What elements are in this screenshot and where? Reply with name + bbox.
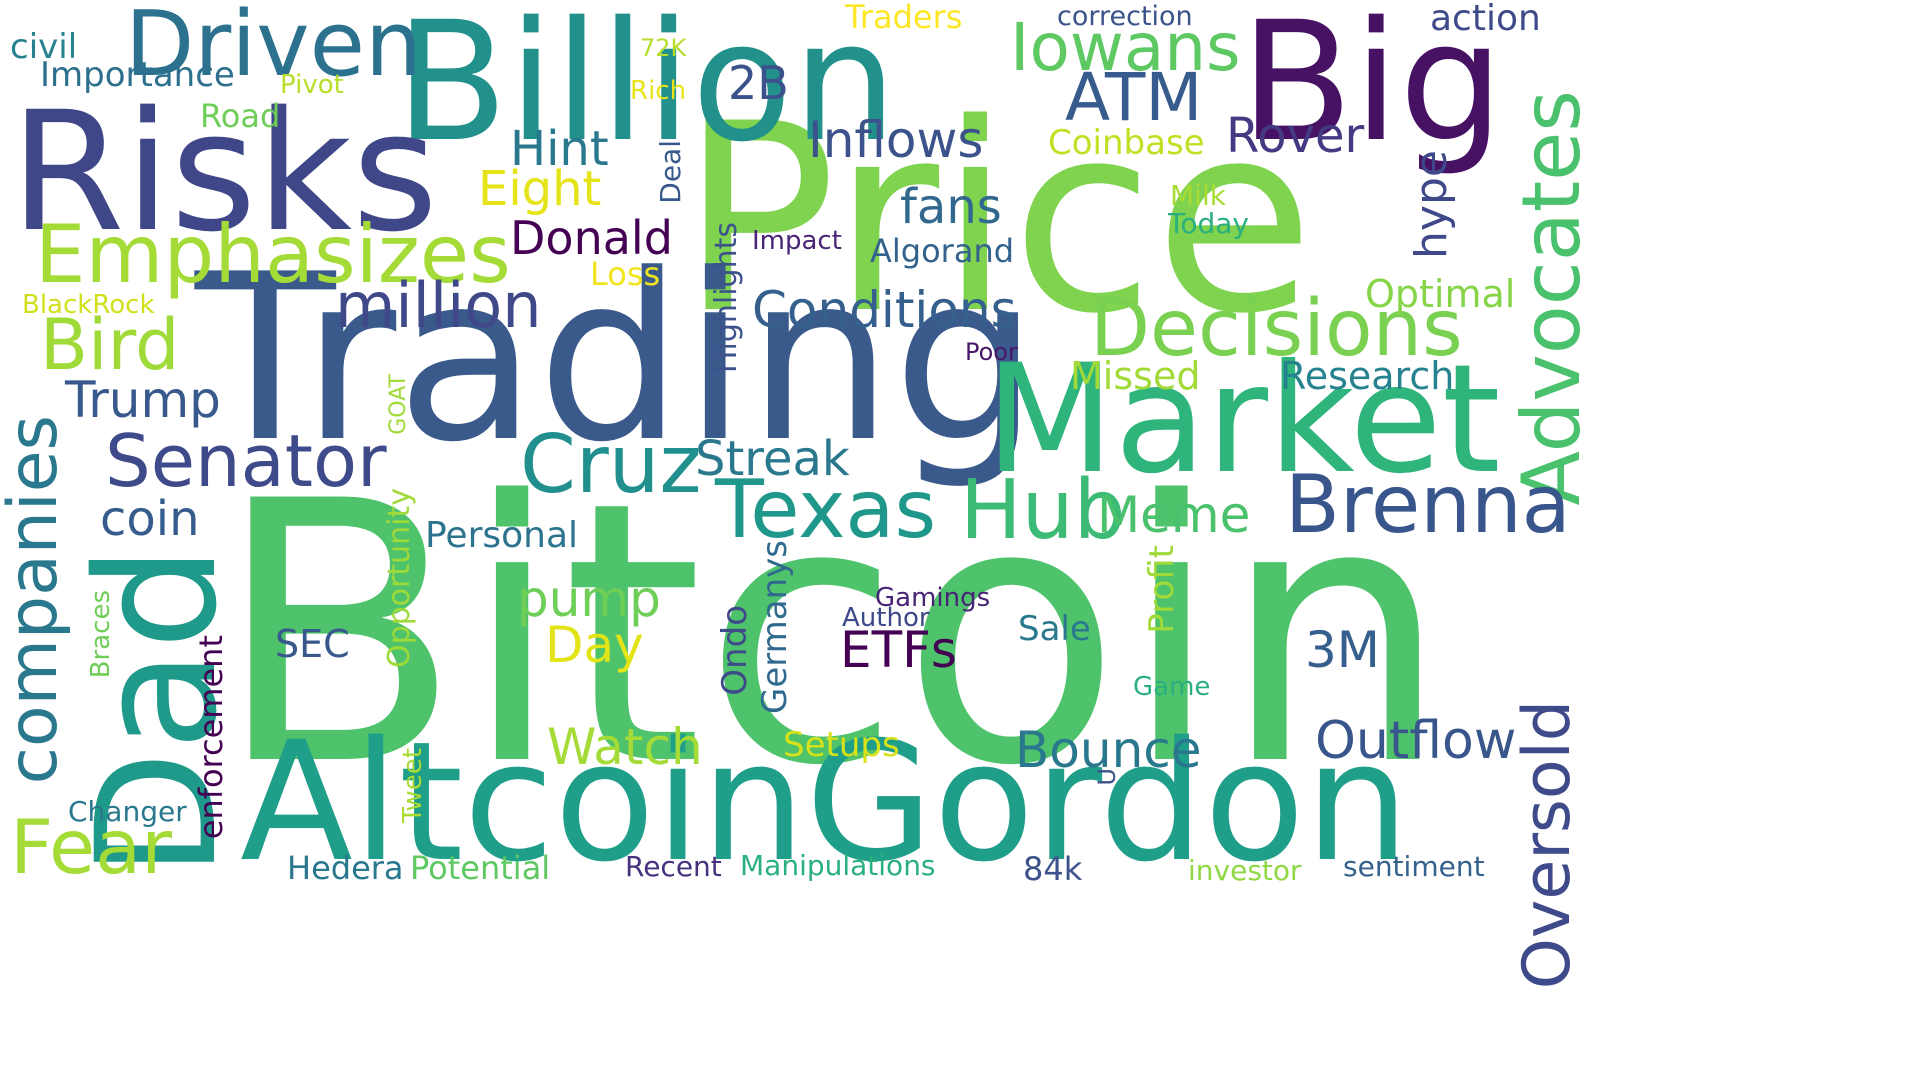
word-u: U <box>1093 768 1121 786</box>
word-algorand: Algorand <box>870 232 1015 270</box>
word-personal: Personal <box>425 515 579 556</box>
word-iowans: Iowans <box>1010 9 1241 86</box>
word-sale: Sale <box>1018 609 1091 649</box>
word-sentiment: sentiment <box>1343 850 1485 883</box>
word-loss: Loss <box>590 255 661 293</box>
word-traders: Traders <box>845 0 963 36</box>
word-manipulations: Manipulations <box>740 849 936 882</box>
word-emphasizes: Emphasizes <box>35 208 511 301</box>
word-action: action <box>1430 0 1541 39</box>
word-conditions: Conditions <box>752 281 1017 339</box>
word-day: Day <box>545 616 644 674</box>
word-watch: Watch <box>547 718 703 776</box>
word-trump: Trump <box>65 371 221 429</box>
word-recent: Recent <box>625 850 722 883</box>
word-ondo: Ondo <box>715 605 755 696</box>
word-profit: Profit <box>1142 545 1182 634</box>
word-market: Market <box>985 333 1501 507</box>
word-oversold: Oversold <box>1510 700 1585 990</box>
word-missed: Missed <box>1070 354 1201 398</box>
word-road: Road <box>200 97 281 135</box>
word-eight: Eight <box>478 161 602 217</box>
word-senator: Senator <box>105 419 387 503</box>
word-bitcoin: Bitcoin <box>215 425 1450 844</box>
word-coinbase: Coinbase <box>1048 123 1205 163</box>
word-investor: investor <box>1188 854 1302 887</box>
word-rover: Rover <box>1226 108 1365 164</box>
word-84k: 84k <box>1023 850 1083 888</box>
word-correction: correction <box>1057 1 1193 32</box>
word-billion: Billion <box>395 0 898 178</box>
word-fear: Fear <box>10 803 172 891</box>
word-research: Research <box>1280 354 1455 398</box>
word-streak: Streak <box>695 431 850 487</box>
word-million: million <box>335 269 542 342</box>
word-gamings: Gamings <box>875 583 991 613</box>
word-deal: Deal <box>654 140 687 204</box>
word-hype: hype <box>1406 150 1457 259</box>
word-germanys: Germanys <box>755 540 795 714</box>
word-enforcement: enforcement <box>192 635 230 840</box>
word-decisions: Decisions <box>1090 284 1463 374</box>
word-trading: Trading <box>195 226 1039 493</box>
word-blackrock: BlackRock <box>22 290 155 320</box>
word-2b: 2B <box>728 56 789 110</box>
word-meme: Meme <box>1097 486 1251 544</box>
word-donald: Donald <box>510 211 673 265</box>
word-opportunity: Opportunity <box>382 488 417 669</box>
word-atm: ATM <box>1065 59 1203 136</box>
word-bounce: Bounce <box>1015 721 1202 779</box>
word-risks: Risks <box>10 76 438 268</box>
word-advocates: Advocates <box>1505 90 1598 506</box>
word-texas: Texas <box>715 463 937 556</box>
word-outflow: Outflow <box>1315 711 1517 771</box>
word-tweet: Tweet <box>398 748 428 824</box>
word-milk: Milk <box>1170 179 1226 212</box>
word-fans: fans <box>900 179 1002 235</box>
word-cruz: Cruz <box>520 418 702 511</box>
word-goat: GOAT <box>386 374 411 435</box>
word-changer: Changer <box>68 795 187 828</box>
word-hub: Hub <box>960 463 1126 558</box>
word-braces: Braces <box>86 590 116 679</box>
word-rich: Rich <box>630 76 687 106</box>
word-price: Price <box>680 69 1315 371</box>
word-setups: Setups <box>783 725 900 765</box>
word-altcoingordon: AltcoinGordon <box>240 706 1410 898</box>
word-driven: Driven <box>125 0 422 97</box>
word-hedera: Hedera <box>287 849 404 887</box>
word-highlights: Highlights <box>709 222 744 374</box>
word-companies: companies <box>0 415 73 785</box>
word-bird: Bird <box>40 304 180 386</box>
word-importance: Importance <box>40 55 235 95</box>
word-pump: pump <box>517 570 661 628</box>
word-3m: 3M <box>1305 621 1380 679</box>
word-potential: Potential <box>410 849 551 887</box>
word-civil: civil <box>10 27 78 67</box>
word-author: Author <box>842 603 930 633</box>
word-pivot: Pivot <box>280 70 344 100</box>
word-today: Today <box>1168 207 1249 240</box>
word-sec: SEC <box>275 622 350 666</box>
word-impact: Impact <box>752 226 842 256</box>
word-brenna: Brenna <box>1285 458 1571 551</box>
word-big: Big <box>1240 0 1504 178</box>
word-hint: Hint <box>510 121 609 177</box>
word-optimal: Optimal <box>1365 272 1516 316</box>
word-72k: 72K <box>640 34 687 62</box>
word-poor: Poor <box>965 338 1018 366</box>
word-etfs: ETFs <box>840 621 957 679</box>
word-inflows: Inflows <box>808 111 984 169</box>
word-coin: coin <box>100 491 200 547</box>
word-game: Game <box>1133 672 1211 702</box>
